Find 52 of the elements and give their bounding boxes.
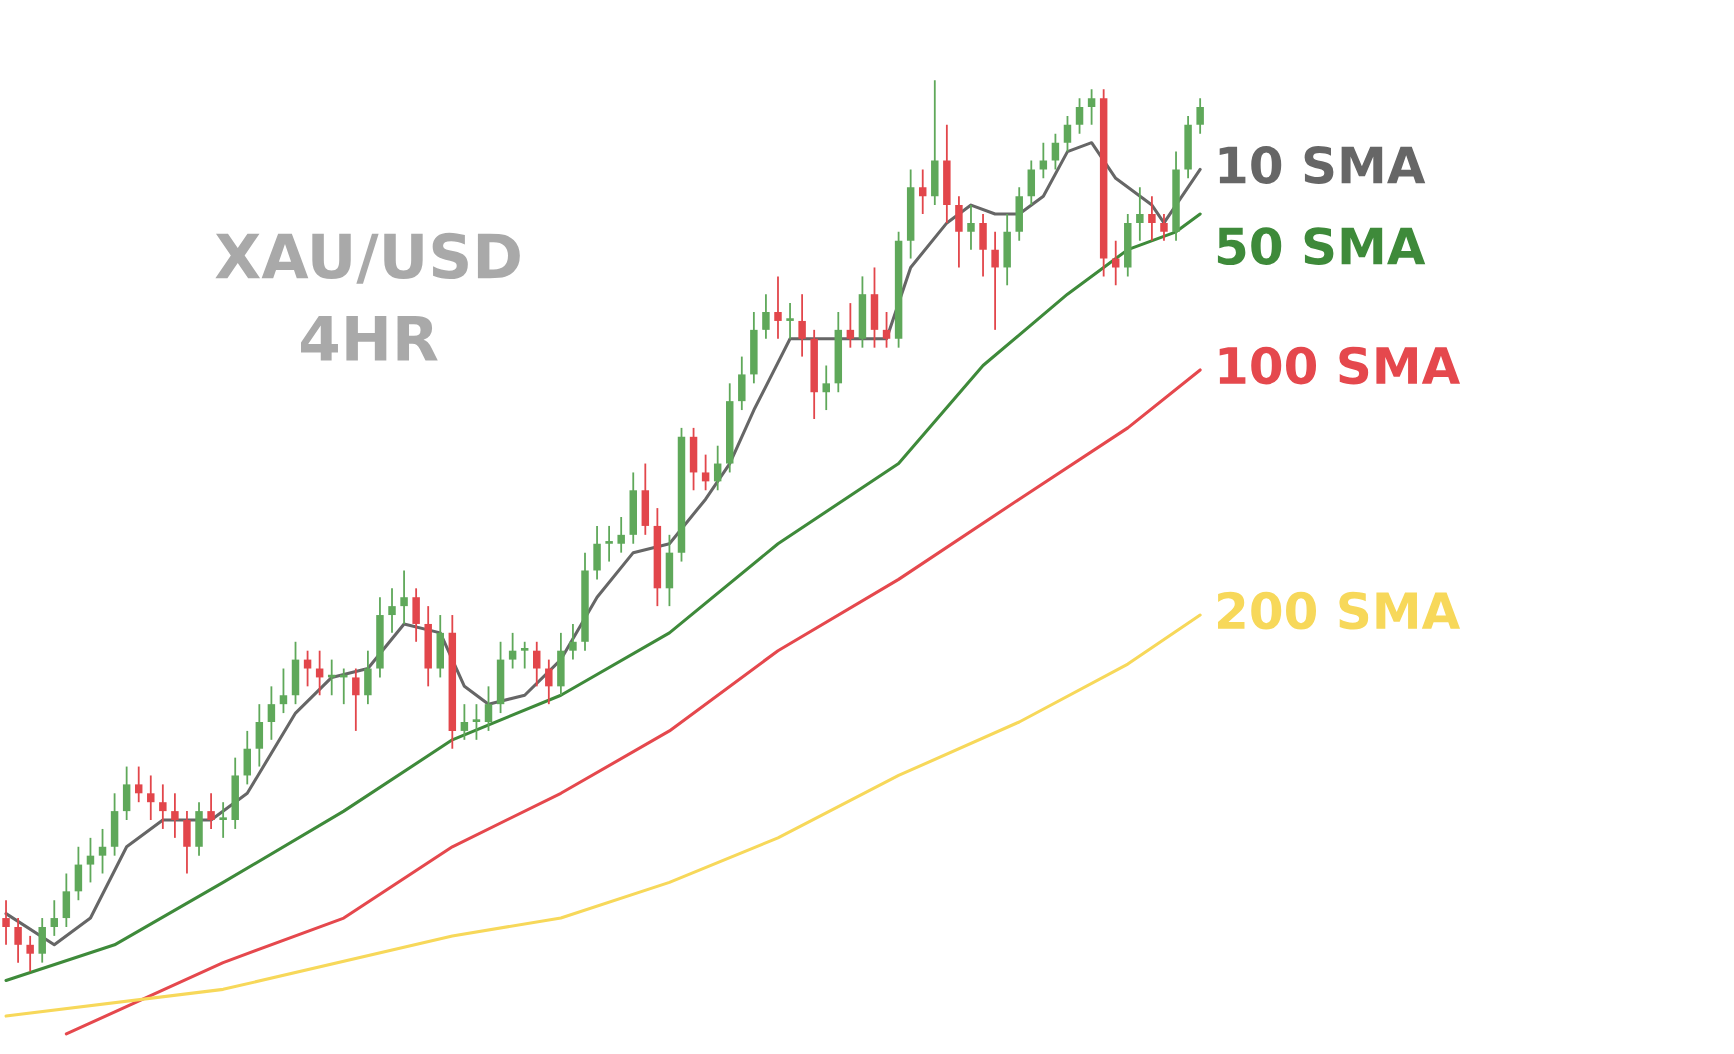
candlestick: [605, 525, 613, 563]
candlestick: [991, 230, 999, 331]
series-label: 100 SMA: [1219, 346, 1461, 385]
candlestick: [484, 685, 493, 732]
candlestick: [134, 765, 143, 804]
candlestick: [762, 293, 770, 340]
candlestick: [846, 302, 855, 349]
candlestick: [14, 917, 22, 964]
candlestick: [545, 658, 553, 706]
candlestick: [798, 293, 806, 358]
candlestick: [279, 667, 288, 714]
candlestick: [1160, 213, 1168, 242]
series-label: 50 SMA: [1217, 227, 1426, 265]
candlestick: [50, 899, 59, 937]
candlestick: [159, 783, 167, 830]
candlestick: [822, 364, 830, 411]
candlestick: [918, 168, 927, 215]
candlestick: [882, 311, 891, 349]
candlestick: [219, 801, 227, 839]
candlestick: [1148, 195, 1156, 242]
candlestick: [400, 569, 408, 625]
candlestick: [147, 774, 155, 821]
candlestick: [520, 640, 529, 670]
candlestick: [533, 640, 541, 688]
candlestick: [1196, 97, 1204, 135]
candlestick: [86, 836, 95, 884]
candlestick: [774, 275, 782, 340]
candlestick: [98, 828, 107, 875]
candlestick: [1051, 132, 1060, 171]
series-label: 200 SMA: [1218, 591, 1461, 630]
candlestick: [508, 631, 517, 670]
candlestick: [26, 934, 34, 973]
candlestick: [303, 649, 312, 688]
candlestick: [701, 453, 710, 492]
candlestick: [207, 792, 215, 830]
candlestick: [460, 703, 469, 741]
candlestick: [267, 685, 276, 741]
candlestick: [472, 703, 481, 741]
candlestick: [171, 792, 179, 839]
candlestick: [967, 204, 975, 251]
candlestick: [786, 302, 794, 340]
candlestick: [1075, 97, 1084, 135]
text: XAU/USD 4HR: [215, 232, 520, 361]
series-label: 10 SMA: [1219, 146, 1426, 184]
candlestick: [617, 516, 625, 554]
candlestick: [1063, 115, 1072, 153]
candlestick: [352, 667, 360, 732]
candlestick: [569, 623, 577, 661]
candlestick: [1087, 88, 1096, 126]
candlestick: [388, 587, 396, 634]
candlestick: [1136, 186, 1144, 242]
candlestick: [2, 899, 10, 946]
